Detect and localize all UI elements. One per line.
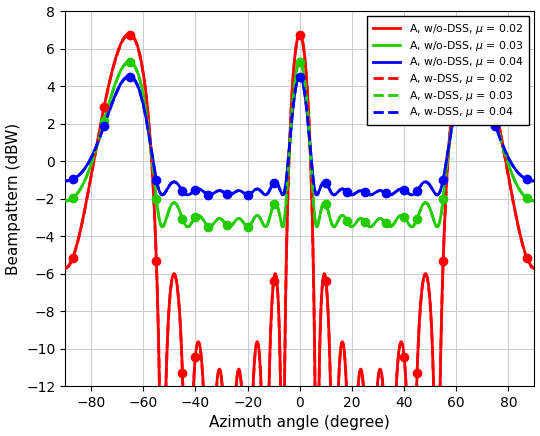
A, w/o-DSS, $\mu$ = 0.04 bbox=[185, 192, 191, 198]
A, w-DSS, $\mu$ = 0.03 bbox=[126, 60, 132, 65]
A, w/o-DSS, $\mu$ = 0.04 bbox=[126, 73, 132, 78]
A, w/o-DSS, $\mu$ = 0.02 bbox=[126, 31, 132, 36]
A, w/o-DSS, $\mu$ = 0.04 bbox=[163, 189, 169, 194]
A, w-DSS, $\mu$ = 0.03 bbox=[163, 218, 169, 223]
A, w/o-DSS, $\mu$ = 0.04 bbox=[346, 191, 353, 197]
A, w-DSS, $\mu$ = 0.02 bbox=[531, 266, 538, 271]
A, w/o-DSS, $\mu$ = 0.03 bbox=[346, 222, 353, 228]
Y-axis label: Beampattern (dBW): Beampattern (dBW) bbox=[5, 123, 21, 275]
Line: A, w/o-DSS, $\mu$ = 0.02: A, w/o-DSS, $\mu$ = 0.02 bbox=[65, 34, 535, 436]
A, w-DSS, $\mu$ = 0.02 bbox=[126, 32, 132, 37]
A, w/o-DSS, $\mu$ = 0.02 bbox=[487, 79, 494, 85]
A, w-DSS, $\mu$ = 0.03 bbox=[62, 198, 69, 204]
A, w/o-DSS, $\mu$ = 0.03 bbox=[531, 198, 537, 204]
A, w/o-DSS, $\mu$ = 0.02 bbox=[62, 265, 69, 270]
A, w/o-DSS, $\mu$ = 0.02 bbox=[163, 389, 169, 395]
A, w-DSS, $\mu$ = 0.03 bbox=[487, 100, 494, 105]
A, w-DSS, $\mu$ = 0.03 bbox=[346, 222, 353, 228]
A, w-DSS, $\mu$ = 0.02 bbox=[163, 390, 169, 395]
A, w-DSS, $\mu$ = 0.04 bbox=[126, 74, 132, 79]
A, w-DSS, $\mu$ = 0.03 bbox=[354, 218, 361, 224]
A, w-DSS, $\mu$ = 0.02 bbox=[487, 80, 494, 85]
X-axis label: Azimuth angle (degree): Azimuth angle (degree) bbox=[210, 416, 390, 430]
A, w/o-DSS, $\mu$ = 0.03 bbox=[531, 198, 538, 204]
A, w/o-DSS, $\mu$ = 0.02 bbox=[531, 265, 537, 270]
A, w-DSS, $\mu$ = 0.04 bbox=[531, 178, 538, 184]
A, w/o-DSS, $\mu$ = 0.04 bbox=[531, 178, 538, 184]
Line: A, w/o-DSS, $\mu$ = 0.04: A, w/o-DSS, $\mu$ = 0.04 bbox=[65, 76, 535, 195]
Line: A, w-DSS, $\mu$ = 0.03: A, w-DSS, $\mu$ = 0.03 bbox=[65, 62, 535, 227]
A, w-DSS, $\mu$ = 0.02 bbox=[354, 396, 361, 402]
Line: A, w-DSS, $\mu$ = 0.04: A, w-DSS, $\mu$ = 0.04 bbox=[65, 77, 535, 195]
A, w/o-DSS, $\mu$ = 0.02 bbox=[531, 265, 538, 270]
A, w-DSS, $\mu$ = 0.02 bbox=[193, 346, 200, 351]
A, w-DSS, $\mu$ = 0.03 bbox=[531, 198, 538, 204]
A, w/o-DSS, $\mu$ = 0.03 bbox=[163, 218, 169, 223]
A, w-DSS, $\mu$ = 0.04 bbox=[531, 178, 537, 184]
A, w-DSS, $\mu$ = 0.03 bbox=[531, 198, 537, 204]
A, w/o-DSS, $\mu$ = 0.03 bbox=[185, 224, 191, 229]
Line: A, w-DSS, $\mu$ = 0.02: A, w-DSS, $\mu$ = 0.02 bbox=[65, 34, 535, 436]
A, w-DSS, $\mu$ = 0.04 bbox=[193, 187, 200, 192]
A, w/o-DSS, $\mu$ = 0.02 bbox=[354, 395, 361, 400]
A, w-DSS, $\mu$ = 0.03 bbox=[193, 214, 200, 219]
A, w/o-DSS, $\mu$ = 0.03 bbox=[193, 214, 200, 219]
A, w/o-DSS, $\mu$ = 0.04 bbox=[354, 189, 361, 194]
A, w-DSS, $\mu$ = 0.03 bbox=[185, 224, 191, 229]
A, w-DSS, $\mu$ = 0.04 bbox=[346, 191, 353, 197]
A, w-DSS, $\mu$ = 0.04 bbox=[163, 189, 169, 194]
A, w/o-DSS, $\mu$ = 0.02 bbox=[193, 345, 200, 351]
A, w/o-DSS, $\mu$ = 0.04 bbox=[193, 187, 200, 192]
A, w/o-DSS, $\mu$ = 0.03 bbox=[62, 198, 69, 204]
A, w/o-DSS, $\mu$ = 0.03 bbox=[487, 99, 494, 104]
A, w/o-DSS, $\mu$ = 0.04 bbox=[487, 108, 494, 113]
Line: A, w/o-DSS, $\mu$ = 0.03: A, w/o-DSS, $\mu$ = 0.03 bbox=[65, 61, 535, 227]
A, w-DSS, $\mu$ = 0.04 bbox=[354, 189, 361, 194]
A, w-DSS, $\mu$ = 0.02 bbox=[531, 266, 537, 271]
A, w/o-DSS, $\mu$ = 0.03 bbox=[126, 59, 132, 64]
Legend: A, w/o-DSS, $\mu$ = 0.02, A, w/o-DSS, $\mu$ = 0.03, A, w/o-DSS, $\mu$ = 0.04, A,: A, w/o-DSS, $\mu$ = 0.02, A, w/o-DSS, $\… bbox=[367, 17, 529, 125]
A, w-DSS, $\mu$ = 0.02 bbox=[62, 266, 69, 271]
A, w-DSS, $\mu$ = 0.04 bbox=[62, 178, 69, 184]
A, w-DSS, $\mu$ = 0.04 bbox=[487, 108, 494, 113]
A, w/o-DSS, $\mu$ = 0.04 bbox=[531, 178, 537, 184]
A, w/o-DSS, $\mu$ = 0.03 bbox=[354, 218, 361, 223]
A, w/o-DSS, $\mu$ = 0.04 bbox=[62, 178, 69, 184]
A, w-DSS, $\mu$ = 0.04 bbox=[185, 192, 191, 198]
